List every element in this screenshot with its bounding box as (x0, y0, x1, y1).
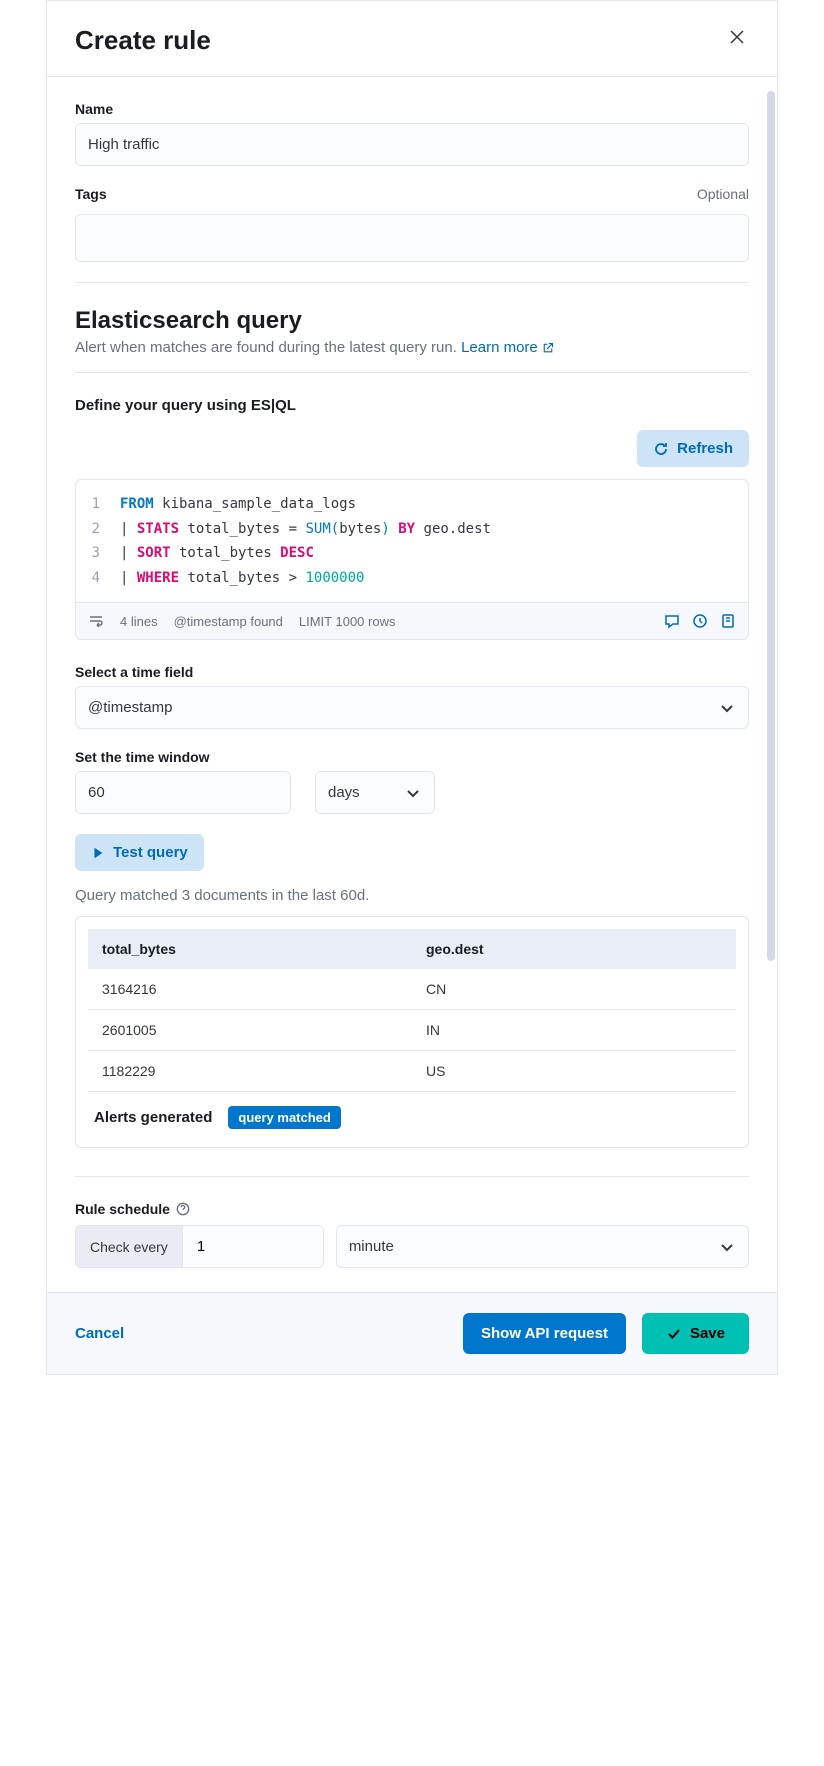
help-icon[interactable] (176, 1202, 190, 1216)
schedule-unit-select[interactable]: minute (336, 1225, 749, 1268)
results-table: total_bytes geo.dest 3164216CN2601005IN1… (88, 929, 736, 1092)
query-section-title: Elasticsearch query (75, 307, 749, 335)
check-every-group: Check every (75, 1225, 324, 1268)
query-section-desc: Alert when matches are found during the … (75, 339, 749, 356)
table-row: 3164216CN (88, 969, 736, 1010)
check-icon (666, 1326, 682, 1342)
close-button[interactable] (725, 25, 749, 52)
code-line: 4| WHERE total_bytes > 1000000 (76, 566, 748, 591)
learn-more-text: Learn more (461, 339, 538, 356)
rule-schedule-label: Rule schedule (75, 1201, 170, 1217)
tags-label: Tags (75, 186, 107, 202)
query-matched-badge: query matched (228, 1106, 340, 1129)
refresh-button[interactable]: Refresh (637, 430, 749, 467)
tags-input[interactable] (75, 214, 749, 262)
name-input[interactable] (75, 123, 749, 166)
check-every-label: Check every (76, 1226, 183, 1267)
close-icon (729, 29, 745, 45)
test-query-label: Test query (113, 844, 188, 861)
time-window-unit-select[interactable]: days (315, 771, 435, 814)
alerts-generated-label: Alerts generated (94, 1109, 212, 1126)
line-number: 3 (88, 541, 120, 566)
check-every-input[interactable] (183, 1226, 323, 1267)
code-content: FROM kibana_sample_data_logs (120, 492, 356, 517)
time-field-group: Select a time field @timestamp (75, 664, 749, 729)
code-line: 2| STATS total_bytes = SUM(bytes) BY geo… (76, 517, 748, 542)
tags-field-group: Tags Optional (75, 186, 749, 262)
time-window-group: Set the time window days (75, 749, 749, 814)
divider (75, 1176, 749, 1177)
create-rule-modal: Create rule Name Tags Optional Elasticse… (46, 0, 778, 1375)
reference-icon[interactable] (720, 613, 736, 629)
feedback-icon[interactable] (664, 613, 680, 629)
code-line: 1FROM kibana_sample_data_logs (76, 492, 748, 517)
line-number: 1 (88, 492, 120, 517)
table-cell: 1182229 (88, 1051, 412, 1092)
code-content: | SORT total_bytes DESC (120, 541, 314, 566)
line-number: 2 (88, 517, 120, 542)
table-cell: CN (412, 969, 736, 1010)
line-number: 4 (88, 566, 120, 591)
table-cell: 2601005 (88, 1010, 412, 1051)
time-window-label: Set the time window (75, 749, 749, 765)
cancel-button[interactable]: Cancel (75, 1325, 124, 1342)
code-content: | WHERE total_bytes > 1000000 (120, 566, 364, 591)
modal-title: Create rule (75, 25, 211, 56)
define-query-label: Define your query using ES|QL (75, 397, 749, 414)
table-cell: US (412, 1051, 736, 1092)
test-query-button[interactable]: Test query (75, 834, 204, 871)
divider (75, 372, 749, 373)
table-header-total-bytes: total_bytes (88, 929, 412, 969)
save-label: Save (690, 1325, 725, 1342)
code-editor-footer: 4 lines @timestamp found LIMIT 1000 rows (75, 603, 749, 640)
refresh-label: Refresh (677, 440, 733, 457)
history-icon[interactable] (692, 613, 708, 629)
modal-body: Name Tags Optional Elasticsearch query A… (47, 77, 777, 1268)
code-limit: LIMIT 1000 rows (299, 614, 396, 629)
wrap-icon[interactable] (88, 613, 104, 629)
save-button[interactable]: Save (642, 1313, 749, 1354)
name-field-group: Name (75, 101, 749, 166)
code-timestamp-found: @timestamp found (174, 614, 283, 629)
external-link-icon (542, 342, 554, 354)
rule-schedule-group: Rule schedule Check every minute (75, 1201, 749, 1268)
divider (75, 282, 749, 283)
show-api-request-button[interactable]: Show API request (463, 1313, 626, 1354)
alerts-generated-row: Alerts generated query matched (88, 1092, 736, 1135)
code-content: | STATS total_bytes = SUM(bytes) BY geo.… (120, 517, 491, 542)
modal-header: Create rule (47, 1, 777, 77)
time-field-select[interactable]: @timestamp (75, 686, 749, 729)
query-result-text: Query matched 3 documents in the last 60… (75, 887, 749, 904)
table-row: 1182229US (88, 1051, 736, 1092)
table-cell: IN (412, 1010, 736, 1051)
code-line: 3| SORT total_bytes DESC (76, 541, 748, 566)
table-header-geo-dest: geo.dest (412, 929, 736, 969)
name-label: Name (75, 101, 749, 117)
modal-footer: Cancel Show API request Save (47, 1292, 777, 1374)
time-window-value-input[interactable] (75, 771, 291, 814)
refresh-icon (653, 441, 669, 457)
time-field-label: Select a time field (75, 664, 749, 680)
table-cell: 3164216 (88, 969, 412, 1010)
code-editor[interactable]: 1FROM kibana_sample_data_logs2| STATS to… (75, 479, 749, 603)
query-desc-text: Alert when matches are found during the … (75, 339, 461, 356)
code-lines-count: 4 lines (120, 614, 158, 629)
results-card: total_bytes geo.dest 3164216CN2601005IN1… (75, 916, 749, 1148)
play-icon (91, 846, 105, 860)
table-row: 2601005IN (88, 1010, 736, 1051)
tags-optional: Optional (697, 186, 749, 202)
learn-more-link[interactable]: Learn more (461, 339, 554, 356)
